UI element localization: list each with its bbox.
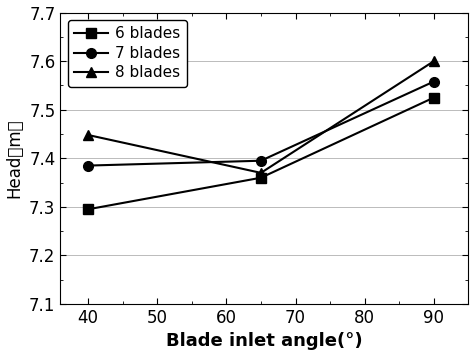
Legend: 6 blades, 7 blades, 8 blades: 6 blades, 7 blades, 8 blades	[68, 20, 187, 87]
6 blades	[258, 176, 264, 180]
Line: 6 blades: 6 blades	[83, 93, 439, 214]
X-axis label: Blade inlet angle(°): Blade inlet angle(°)	[166, 333, 363, 350]
7 blades	[258, 158, 264, 163]
7 blades	[431, 79, 437, 84]
8 blades	[431, 59, 437, 63]
8 blades	[258, 171, 264, 175]
6 blades	[431, 95, 437, 100]
Line: 8 blades: 8 blades	[83, 56, 439, 178]
8 blades	[85, 133, 91, 137]
Line: 7 blades: 7 blades	[83, 77, 439, 171]
7 blades	[85, 163, 91, 168]
6 blades	[85, 207, 91, 211]
Y-axis label: Head（m）: Head（m）	[6, 119, 24, 198]
